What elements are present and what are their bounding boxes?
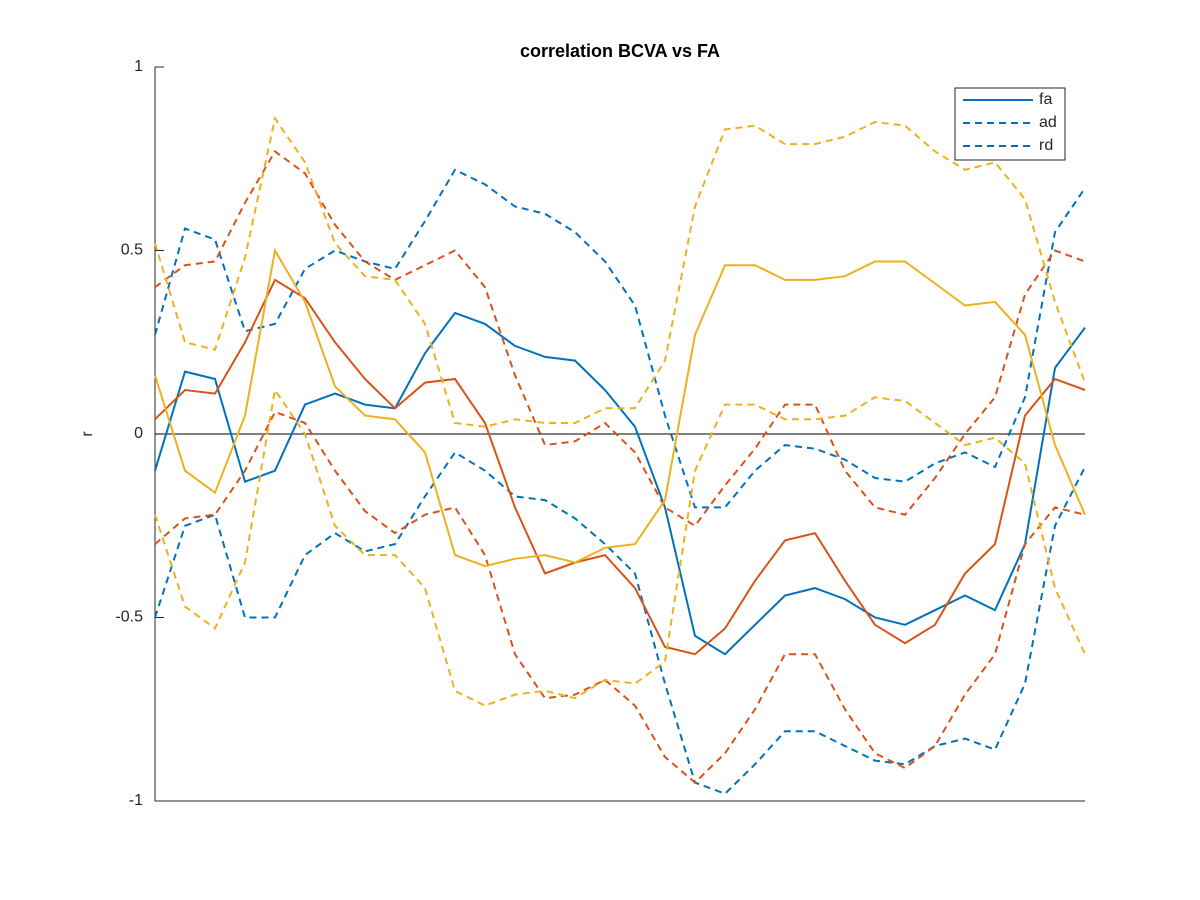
legend-label: ad bbox=[1039, 114, 1057, 131]
series-line bbox=[154, 410, 1086, 784]
y-tick-label: 0.5 bbox=[121, 242, 143, 259]
series-line bbox=[154, 149, 1086, 528]
y-tick-label: -1 bbox=[129, 792, 143, 809]
y-tick-label: 0 bbox=[134, 425, 143, 442]
series-line bbox=[154, 278, 1086, 656]
series-line bbox=[154, 311, 1086, 656]
chart-title: correlation BCVA vs FA bbox=[520, 41, 720, 61]
series-line bbox=[154, 247, 1086, 568]
series-line bbox=[154, 168, 1086, 509]
series-line bbox=[154, 387, 1086, 707]
y-tick-label: 1 bbox=[134, 58, 143, 75]
y-axis-label: r bbox=[79, 431, 96, 437]
legend: fa ad rd bbox=[954, 87, 1066, 161]
legend-label: fa bbox=[1039, 91, 1052, 108]
series-line bbox=[154, 115, 1086, 428]
series-line bbox=[154, 451, 1086, 795]
y-tick-label: -0.5 bbox=[115, 609, 143, 626]
legend-box bbox=[954, 87, 1066, 161]
legend-label: rd bbox=[1039, 137, 1053, 154]
